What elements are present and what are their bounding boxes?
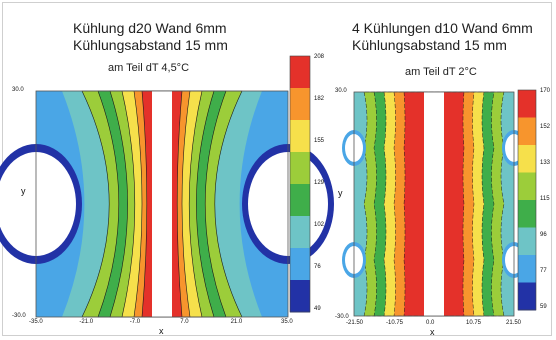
chart2-colorbar-tick-5: 77	[540, 268, 547, 274]
chart2-colorbar-segment-7	[518, 282, 536, 311]
chart2-ylabel: y	[338, 188, 343, 198]
chart1-colorbar-tick-6: 49	[314, 306, 321, 312]
chart1-ylabel: y	[21, 186, 26, 196]
chart2-contour-3	[393, 91, 475, 317]
chart2-colorbar-tick-4: 96	[540, 232, 547, 238]
chart1-colorbar-tick-2: 155	[314, 138, 325, 144]
chart1-ytick-top: 30.0	[12, 87, 24, 93]
chart1-colorbar-segment-3	[290, 152, 310, 185]
chart1-xtick-1: -21.0	[79, 319, 94, 325]
chart2-colorbar-segment-5	[518, 227, 536, 256]
chart2-ytick-top: 30.0	[335, 88, 347, 94]
chart1-xlabel: x	[159, 326, 164, 336]
chart2-colorbar-border	[517, 89, 537, 311]
chart1-colorbar	[289, 55, 311, 313]
chart1-xtick-3: 7.0	[180, 319, 189, 325]
chart2-colorbar-tick-6: 59	[540, 304, 547, 310]
chart1-colorbar-segment-6	[290, 248, 310, 281]
chart2-plot-border	[353, 91, 515, 317]
chart1-colorbar-segment-7	[290, 280, 310, 313]
chart2-xtick-3: 10.75	[466, 320, 482, 326]
chart1-colorbar-segment-0	[290, 56, 310, 89]
chart1-heatmap	[0, 90, 334, 318]
chart2-colorbar	[517, 89, 537, 311]
chart2-colorbar-segment-0	[518, 90, 536, 118]
chart2-xtick-0: -21.50	[346, 320, 364, 326]
chart2-colorbar-segment-2	[518, 145, 536, 173]
chart1-plot-border	[35, 90, 289, 318]
chart1-colorbar-tick-5: 76	[314, 264, 321, 270]
chart2-colorbar-tick-0: 170	[540, 88, 551, 94]
chart1-cooling-hole-0	[0, 152, 76, 256]
chart1-colorbar-segment-4	[290, 184, 310, 217]
chart2-xtick-2: 0.0	[426, 320, 435, 326]
chart1-xtick-2: -7.0	[129, 319, 141, 325]
chart1-ytick-bottom: -30.0	[12, 313, 26, 319]
chart1-xtick-0: -35.0	[29, 319, 43, 325]
chart2-subtitle: am Teil dT 2°C	[405, 66, 477, 78]
chart2-xlabel: x	[430, 327, 435, 337]
chart1-colorbar-tick-0: 208	[314, 54, 325, 60]
chart2-colorbar-segment-4	[518, 200, 536, 228]
chart2-heatmap	[342, 91, 526, 317]
chart1-title-line1: Kühlung d20 Wand 6mm	[73, 20, 227, 36]
chart1-colorbar-tick-1: 182	[314, 96, 325, 102]
chart2-title-line1: 4 Kühlungen d10 Wand 6mm	[352, 20, 533, 36]
chart1-center-slot	[152, 91, 172, 317]
chart1-colorbar-segment-1	[290, 88, 310, 121]
chart1-colorbar-segment-5	[290, 216, 310, 249]
chart2-title-line2: Kühlungsabstand 15 mm	[352, 37, 507, 53]
chart1-colorbar-border	[289, 55, 311, 313]
chart2-center-slot	[424, 92, 444, 316]
chart1-colorbar-tick-4: 102	[314, 222, 325, 228]
chart1-colorbar-segment-2	[290, 120, 310, 153]
chart2-ytick-bottom: -30.0	[335, 314, 349, 320]
chart2-colorbar-segment-3	[518, 172, 536, 201]
chart1-title-line2: Kühlungsabstand 15 mm	[73, 37, 228, 53]
chart2-colorbar-tick-3: 115	[540, 196, 550, 202]
chart2-colorbar-tick-2: 133	[540, 160, 551, 166]
chart2-colorbar-segment-6	[518, 255, 536, 283]
chart2-colorbar-tick-1: 152	[540, 124, 551, 130]
chart1-subtitle: am Teil dT 4,5°C	[108, 62, 190, 74]
chart2-contour-0	[363, 91, 505, 317]
chart1-colorbar-tick-3: 129	[314, 180, 325, 186]
chart2-xtick-1: -10.75	[386, 320, 404, 326]
chart2-colorbar-segment-1	[518, 117, 536, 146]
chart2-xtick-4: 21.50	[506, 320, 522, 326]
chart1-xtick-5: 35.0	[281, 319, 293, 325]
chart1-xtick-4: 21.0	[230, 319, 243, 325]
